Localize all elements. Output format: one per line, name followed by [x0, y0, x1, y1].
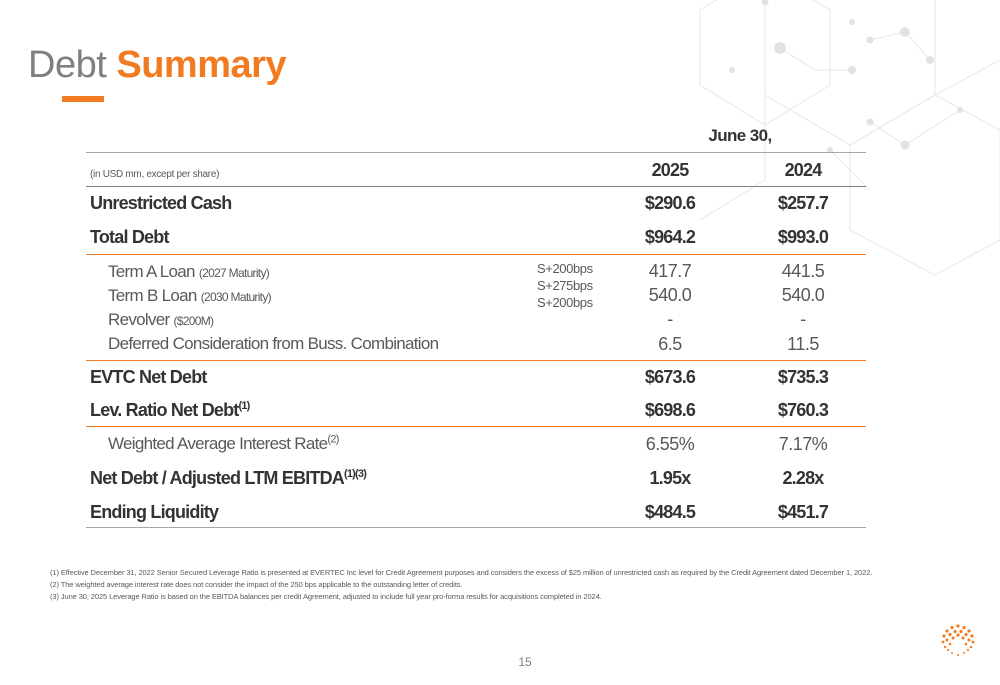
header-divider — [86, 152, 866, 153]
term-a-2024: 441.5 — [781, 261, 825, 281]
term-a-spread: S+200bps — [537, 261, 593, 276]
row-deferred-consideration-label: Deferred Consideration from Buss. Combin… — [108, 334, 439, 353]
wair-2024: 7.17% — [778, 434, 828, 454]
deferred-2024: 11.5 — [787, 334, 819, 354]
term-b-2025: 540.0 — [648, 285, 692, 305]
wair-2025: 6.55% — [645, 434, 695, 454]
row-term-b-label: Term B Loan (2030 Maturity) — [108, 286, 272, 306]
evtc-net-debt-2024: $735.3 — [777, 367, 829, 387]
term-b-spread: S+275bps — [537, 278, 593, 293]
wair-footnote-ref: (2) — [327, 433, 339, 446]
row-lev-ratio-net-debt-label: Lev. Ratio Net Debt(1) — [90, 400, 250, 421]
revolver-2024: - — [800, 309, 806, 329]
total-debt-divider — [86, 254, 866, 255]
row-unrestricted-cash-label: Unrestricted Cash — [90, 193, 232, 213]
units-note: (in USD mm, except per share) — [90, 169, 220, 180]
year-2024-header: 2024 — [784, 160, 823, 180]
term-b-name: Term B Loan — [108, 286, 197, 305]
page-title: Debt Summary — [28, 42, 287, 88]
net-debt-ebitda-name: Net Debt / Adjusted LTM EBITDA — [90, 468, 345, 488]
table-bottom-divider — [86, 527, 866, 528]
evertec-logo-icon — [941, 624, 975, 656]
footnote-2: (2) The weighted average interest rate d… — [50, 580, 463, 589]
net-debt-ebitda-footnote-ref: (1)(3) — [344, 468, 367, 480]
revolver-2025: - — [667, 309, 673, 329]
title-light: Debt — [28, 44, 107, 86]
row-total-debt-label: Total Debt — [90, 227, 169, 247]
ending-liquidity-2024: $451.7 — [777, 502, 829, 522]
page-number: 15 — [518, 655, 532, 669]
wair-name: Weighted Average Interest Rate — [108, 434, 328, 453]
total-debt-2024: $993.0 — [777, 227, 829, 247]
deferred-2025: 6.5 — [658, 334, 682, 354]
unrestricted-cash-2024: $257.7 — [777, 193, 829, 213]
row-evtc-net-debt-label: EVTC Net Debt — [90, 367, 207, 387]
net-debt-ebitda-2024: 2.28x — [782, 468, 824, 488]
deferred-divider — [86, 360, 866, 361]
revolver-name: Revolver — [108, 310, 170, 329]
footnote-3: (3) June 30, 2025 Leverage Ratio is base… — [50, 592, 602, 601]
row-net-debt-ebitda-label: Net Debt / Adjusted LTM EBITDA(1)(3) — [90, 468, 367, 489]
net-debt-ebitda-2025: 1.95x — [649, 468, 691, 488]
revolver-spread: S+200bps — [537, 295, 593, 310]
lev-ratio-net-debt-2025: $698.6 — [644, 400, 696, 420]
revolver-facility-size: ($200M) — [173, 314, 214, 328]
term-b-2024: 540.0 — [781, 285, 825, 305]
title-accent-bar — [62, 96, 104, 102]
unrestricted-cash-2025: $290.6 — [644, 193, 696, 213]
total-debt-2025: $964.2 — [644, 227, 696, 247]
lev-ratio-name: Lev. Ratio Net Debt — [90, 400, 239, 420]
lev-ratio-footnote-ref: (1) — [238, 400, 251, 412]
column-header-divider — [86, 186, 866, 187]
term-a-2025: 417.7 — [648, 261, 692, 281]
lev-ratio-net-debt-2024: $760.3 — [777, 400, 829, 420]
term-a-maturity: (2027 Maturity) — [198, 266, 270, 280]
year-2025-header: 2025 — [651, 160, 690, 180]
footnote-1: (1) Effective December 31, 2022 Senior S… — [50, 568, 873, 577]
term-b-maturity: (2030 Maturity) — [200, 290, 272, 304]
title-bold: Summary — [116, 44, 287, 86]
lev-ratio-divider — [86, 426, 866, 427]
row-revolver-label: Revolver ($200M) — [108, 310, 214, 330]
term-a-name: Term A Loan — [108, 262, 196, 281]
row-term-a-label: Term A Loan (2027 Maturity) — [108, 262, 270, 282]
row-weighted-avg-rate-label: Weighted Average Interest Rate(2) — [108, 434, 339, 454]
row-ending-liquidity-label: Ending Liquidity — [90, 502, 219, 522]
period-header: June 30, — [708, 126, 772, 145]
evtc-net-debt-2025: $673.6 — [644, 367, 696, 387]
ending-liquidity-2025: $484.5 — [644, 502, 696, 522]
